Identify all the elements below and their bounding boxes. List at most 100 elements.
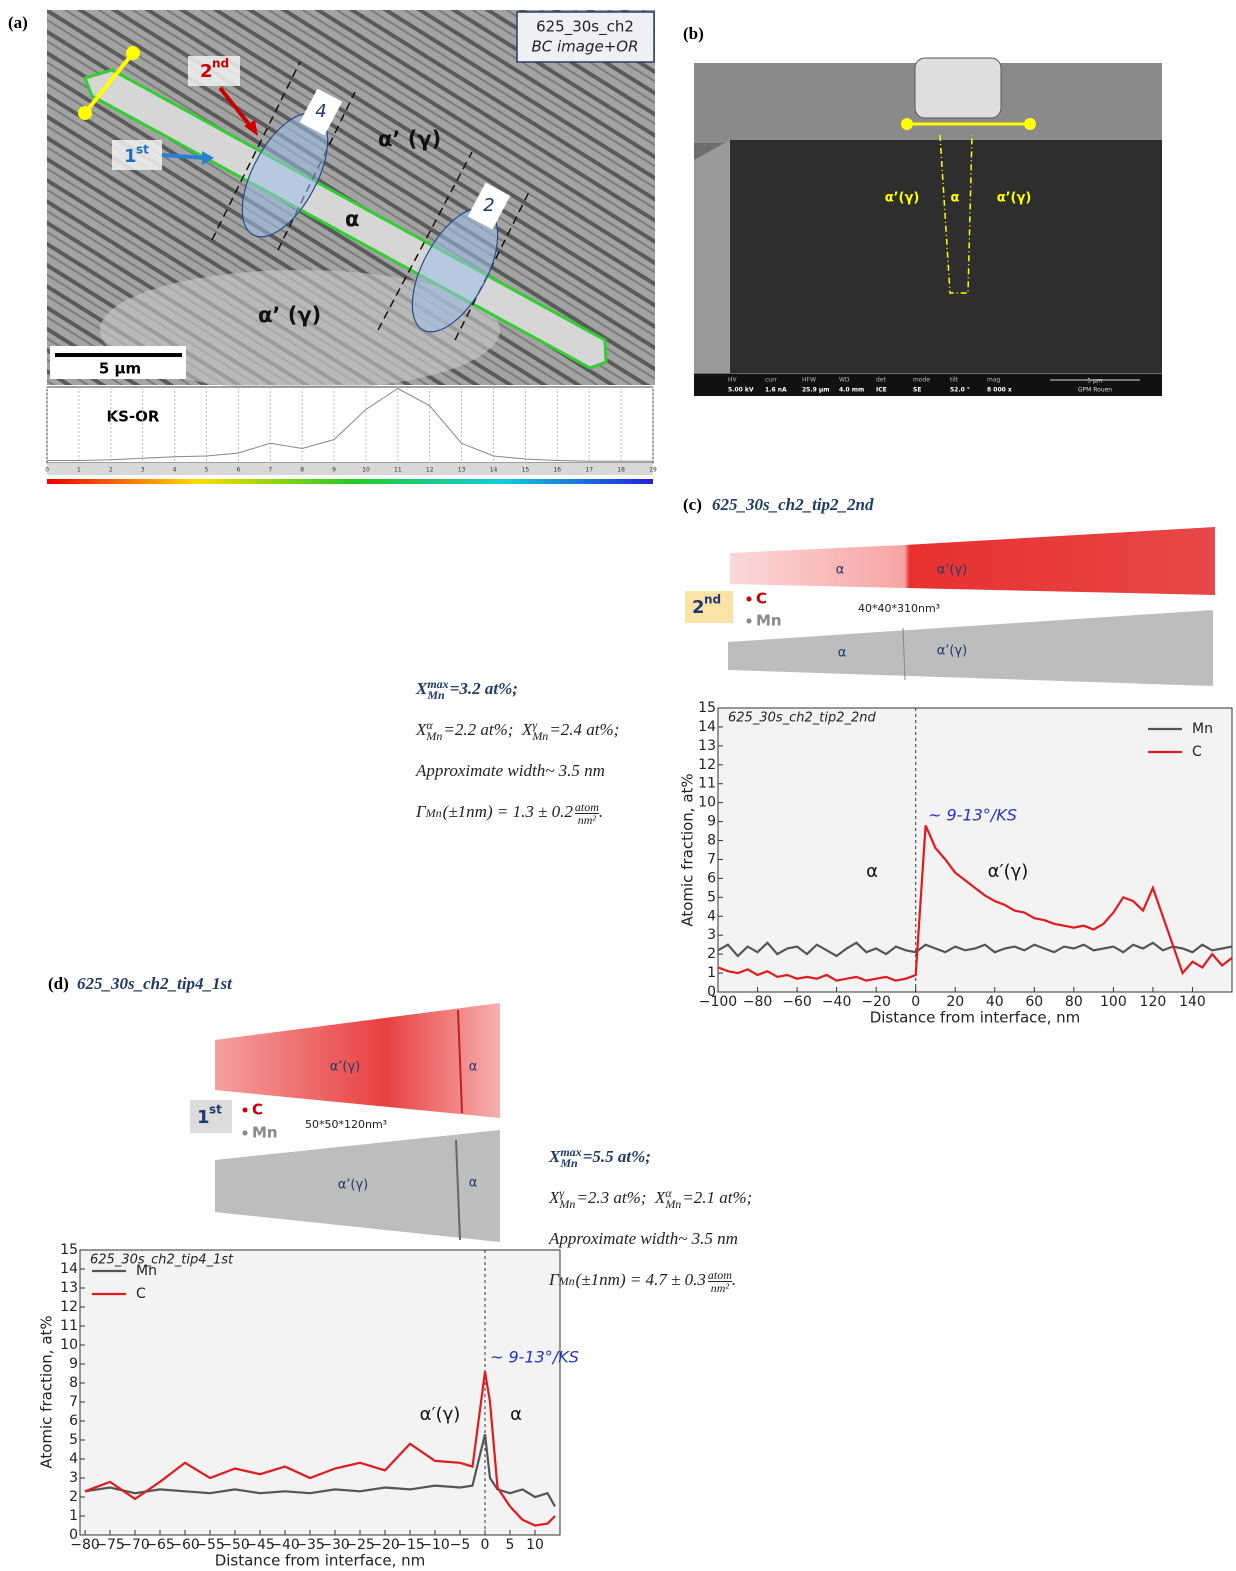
info-value: 25.9 µm <box>802 387 830 394</box>
x-tick-label: 10 <box>526 1537 544 1553</box>
map-label: α’(γ) <box>937 563 968 578</box>
legend-dot <box>242 1130 248 1136</box>
y-tick-label: 5 <box>707 889 716 905</box>
marker-box <box>188 56 240 86</box>
eq-symbol: X <box>549 1147 561 1166</box>
y-tick-label: 7 <box>69 1394 78 1410</box>
eq-row: Γ Mn (±1nm) = 1.3 ± 0.2 atom nm². <box>416 791 619 832</box>
y-tick-label: 5 <box>69 1432 78 1448</box>
tip-badge <box>685 591 733 623</box>
x-tick-label: 11 <box>394 467 402 474</box>
eq-rest: =3.2 at%; <box>449 679 518 698</box>
x-tick-label: −20 <box>370 1537 400 1553</box>
sem-scale-label: 5 µm <box>1087 378 1103 385</box>
x-tick-label: −80 <box>70 1537 100 1553</box>
sem-trench <box>730 140 1162 373</box>
x-tick-label: 14 <box>490 467 498 474</box>
eq-rest: (±1nm) = 1.3 ± 0.2 <box>442 802 573 821</box>
y-tick-label: 3 <box>69 1470 78 1486</box>
eq-sub: Mn <box>426 729 443 744</box>
y-axis-label: Atomic fraction, at% <box>679 773 697 926</box>
chart-title: 625_30s_ch2_tip2_2nd <box>728 711 877 726</box>
element-label: C <box>756 590 767 608</box>
chart-title: 625_30s_ch2_tip4_1st <box>90 1253 234 1268</box>
y-tick-label: 10 <box>698 795 716 811</box>
x-tick-label: 2 <box>109 467 113 474</box>
eq-num: atom <box>707 1267 732 1282</box>
alpha-outline <box>939 134 973 294</box>
series-line <box>717 824 1233 982</box>
y-tick-label: 8 <box>707 833 716 849</box>
eq-scripts: γ Mn <box>532 719 549 744</box>
phase-label: α’(γ) <box>997 191 1032 206</box>
info-text: 625_30s_ch2 <box>536 18 634 37</box>
arrowhead <box>244 120 258 136</box>
profile-axis <box>47 463 653 475</box>
x-axis-label: Distance from interface, nm <box>870 1009 1081 1027</box>
eq-sub: Mn <box>532 729 549 744</box>
x-tick-label: 13 <box>458 467 466 474</box>
atom-map-mn <box>728 610 1213 686</box>
sem-wall <box>694 140 730 373</box>
x-tick-label: −20 <box>861 994 891 1010</box>
x-tick-label: −30 <box>320 1537 350 1553</box>
info-box <box>516 11 655 63</box>
y-tick-label: 0 <box>69 1527 78 1543</box>
panel-label: (b) <box>683 24 704 43</box>
marker-2nd-sup: nd <box>212 57 229 71</box>
info-value: SE <box>913 387 921 394</box>
x-tick-label: 120 <box>1140 994 1167 1010</box>
tip-badge-n: 2 <box>692 597 705 618</box>
panel-label: (c) <box>683 495 702 514</box>
eq-sup: γ <box>559 1186 565 1201</box>
interface <box>457 1009 463 1114</box>
series-line <box>84 1434 556 1508</box>
arrowhead <box>202 151 214 165</box>
eq-sup: α <box>426 718 433 733</box>
x-tick-label: 18 <box>617 467 625 474</box>
eq-symbol: Γ <box>416 802 426 821</box>
marker-box <box>112 140 162 170</box>
yellow-dot <box>78 106 92 120</box>
info-key: HV <box>728 377 738 384</box>
eq-end: . <box>731 1270 737 1289</box>
y-tick-label: 4 <box>69 1451 78 1467</box>
map-label: α’(γ) <box>338 1178 369 1193</box>
x-tick-label: −70 <box>120 1537 150 1553</box>
x-tick-label: 0 <box>481 1537 490 1553</box>
sem-cap <box>914 57 1002 119</box>
atom-map-c <box>730 527 1215 595</box>
y-tick-label: 2 <box>707 946 716 962</box>
eq-sup: max <box>427 677 449 692</box>
eq-sub: Mn <box>559 1197 576 1212</box>
x-tick-label: 0 <box>45 467 49 474</box>
info-value: 52.0 ° <box>950 387 970 394</box>
x-tick-label: 40 <box>986 994 1004 1010</box>
scale-bar-label: 5 µm <box>99 360 141 378</box>
info-value: ICE <box>876 387 887 394</box>
yellow-dot <box>1024 118 1036 130</box>
series-line <box>717 941 1233 958</box>
interface <box>902 627 906 681</box>
y-tick-label: 15 <box>698 700 716 716</box>
eq-scripts: max Mn <box>560 1146 581 1169</box>
element-label: Mn <box>756 612 782 630</box>
annotation: α <box>510 1404 522 1425</box>
eq-row: Approximate width~ 3.5 nm <box>416 761 605 780</box>
x-tick-label: 7 <box>268 467 272 474</box>
y-tick-label: 13 <box>60 1280 78 1296</box>
info-bar <box>694 374 1162 396</box>
yellow-line <box>83 51 135 115</box>
yellow-dot <box>126 46 140 60</box>
marker-1st: 1 <box>124 146 137 167</box>
x-tick-label: −60 <box>782 994 812 1010</box>
element-label: Mn <box>252 1124 278 1142</box>
eq-symbol: X <box>549 1188 560 1207</box>
x-tick-label: 5 <box>506 1537 515 1553</box>
info-value: 8 000 x <box>987 387 1012 394</box>
eq-fraction: atom nm² <box>574 801 599 826</box>
eq-scripts: γ Mn <box>559 1186 576 1212</box>
